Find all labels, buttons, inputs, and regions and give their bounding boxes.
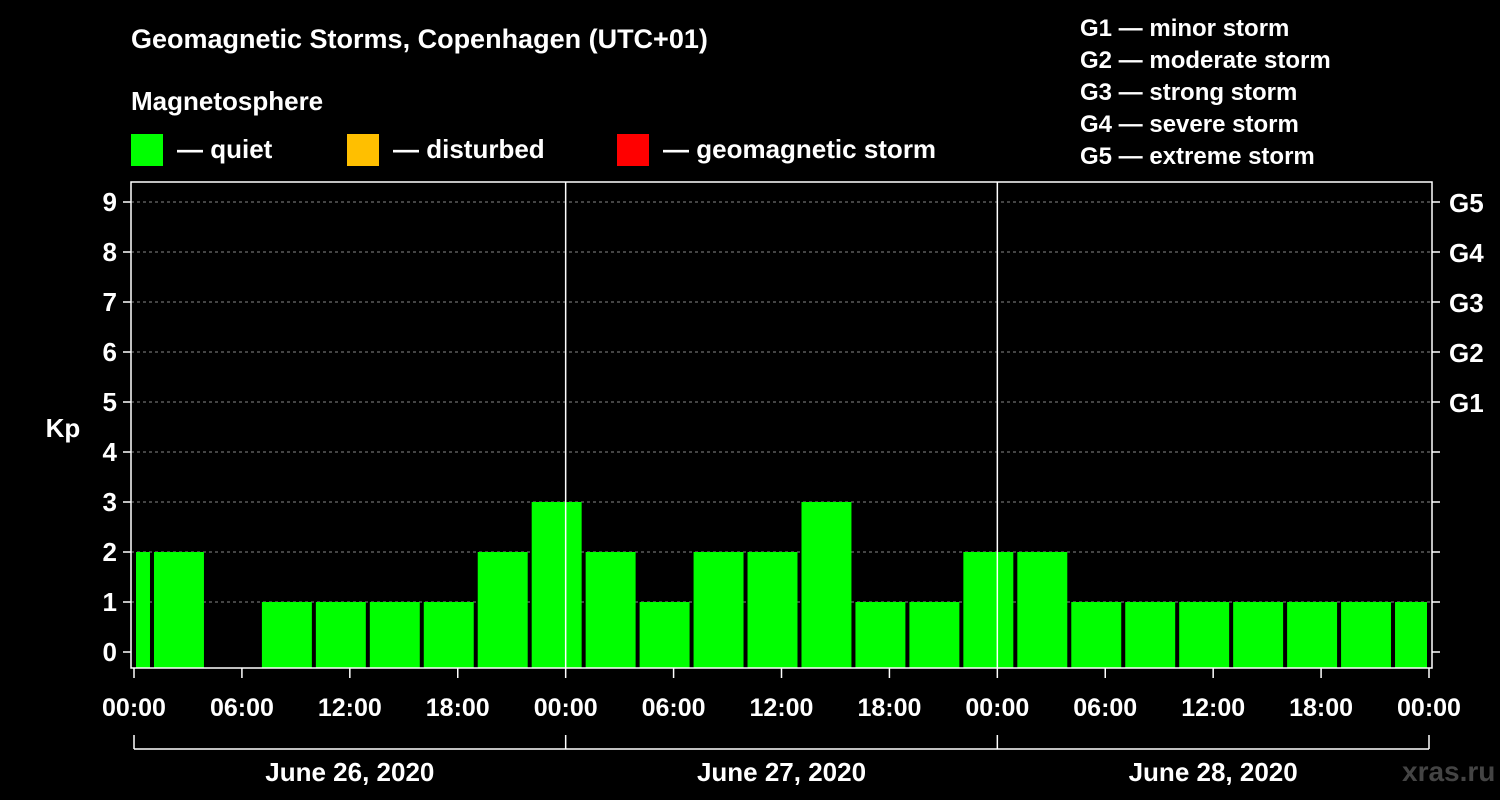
- kp-bar: [136, 552, 150, 668]
- y-tick-label: 7: [103, 287, 117, 317]
- x-tick-label: 06:00: [642, 694, 706, 722]
- kp-bar: [531, 502, 582, 668]
- y-tick-label: 3: [103, 487, 117, 517]
- y-tick-label: 4: [103, 437, 118, 467]
- kp-bar: [585, 552, 636, 668]
- g-scale-label: G5: [1449, 188, 1484, 218]
- kp-bar: [1341, 602, 1392, 668]
- y-tick-label: 6: [103, 337, 117, 367]
- kp-bar: [801, 502, 852, 668]
- x-tick-label: 12:00: [750, 694, 814, 722]
- day-label: June 27, 2020: [697, 757, 866, 787]
- x-tick-label: 18:00: [1289, 694, 1353, 722]
- x-tick-label: 00:00: [965, 694, 1029, 722]
- y-tick-label: 2: [103, 537, 117, 567]
- kp-bar: [909, 602, 960, 668]
- chart-title: Geomagnetic Storms, Copenhagen (UTC+01): [131, 24, 708, 54]
- legend-label-storm: — geomagnetic storm: [663, 134, 937, 164]
- kp-bar: [963, 552, 1014, 668]
- x-tick-label: 12:00: [318, 694, 382, 722]
- storm-scale-g4: G4 — severe storm: [1080, 111, 1299, 138]
- kp-bar: [315, 602, 366, 668]
- legend-swatch-storm: [617, 134, 649, 166]
- storm-scale-g3: G3 — strong storm: [1080, 79, 1298, 106]
- watermark: xras.ru: [1402, 756, 1496, 787]
- kp-bar: [747, 552, 798, 668]
- legend-label-quiet: — quiet: [177, 134, 273, 164]
- x-tick-label: 06:00: [1073, 694, 1137, 722]
- x-tick-label: 12:00: [1181, 694, 1245, 722]
- legend-swatch-quiet: [131, 134, 163, 166]
- y-tick-label: 1: [103, 587, 117, 617]
- kp-bar: [261, 602, 312, 668]
- kp-bar: [477, 552, 528, 668]
- g-scale-label: G2: [1449, 338, 1484, 368]
- kp-bar: [1233, 602, 1284, 668]
- x-tick-label: 18:00: [426, 694, 490, 722]
- kp-bar: [153, 552, 204, 668]
- x-tick-label: 00:00: [102, 694, 166, 722]
- g-scale-label: G4: [1449, 238, 1484, 268]
- storm-scale-g1: G1 — minor storm: [1080, 15, 1290, 42]
- y-tick-label: 5: [103, 387, 117, 417]
- legend-swatch-disturbed: [347, 134, 379, 166]
- y-axis-label: Kp: [46, 413, 81, 443]
- y-tick-label: 9: [103, 187, 117, 217]
- kp-bar: [693, 552, 744, 668]
- kp-bar: [423, 602, 474, 668]
- kp-bar: [1017, 552, 1068, 668]
- x-tick-label: 06:00: [210, 694, 274, 722]
- kp-bar: [639, 602, 690, 668]
- storm-scale-g5: G5 — extreme storm: [1080, 143, 1315, 170]
- kp-bar: [855, 602, 906, 668]
- x-tick-label: 00:00: [534, 694, 598, 722]
- g-scale-label: G3: [1449, 288, 1484, 318]
- kp-bar: [1125, 602, 1176, 668]
- kp-bar: [1179, 602, 1230, 668]
- storm-scale-g2: G2 — moderate storm: [1080, 47, 1331, 74]
- y-tick-label: 0: [103, 637, 117, 667]
- x-tick-label: 18:00: [857, 694, 921, 722]
- x-tick-label: 00:00: [1397, 694, 1461, 722]
- kp-bar: [1071, 602, 1122, 668]
- g-scale-label: G1: [1449, 388, 1484, 418]
- kp-bar: [369, 602, 420, 668]
- legend-label-disturbed: — disturbed: [393, 134, 545, 164]
- magnetosphere-heading: Magnetosphere: [131, 86, 324, 116]
- kp-bar: [1395, 602, 1427, 668]
- y-tick-label: 8: [103, 237, 117, 267]
- day-label: June 26, 2020: [265, 757, 434, 787]
- kp-bar: [1287, 602, 1338, 668]
- day-label: June 28, 2020: [1129, 757, 1298, 787]
